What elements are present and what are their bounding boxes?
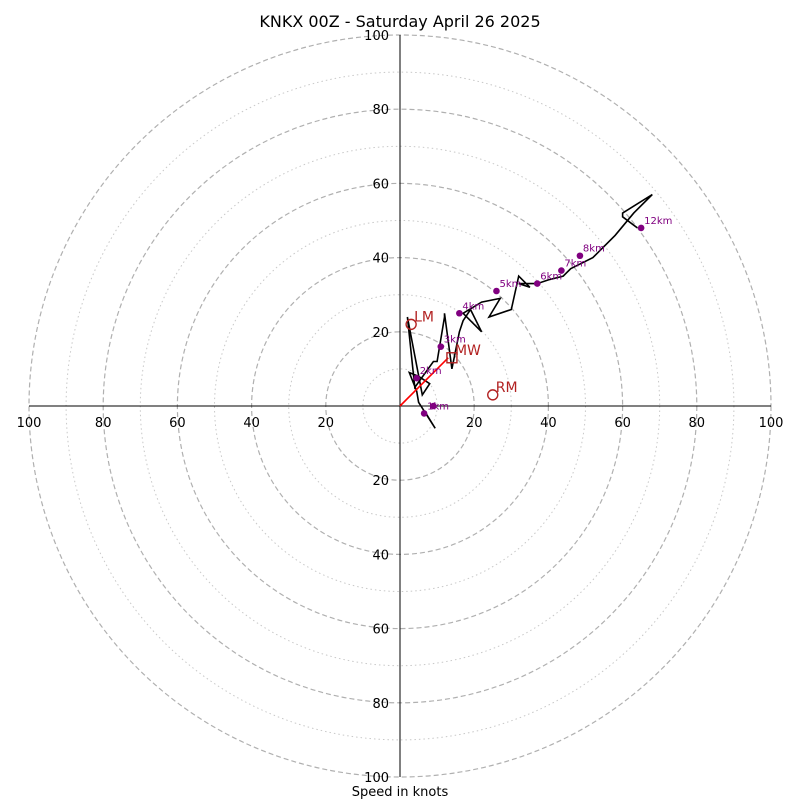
storm-marker-rm bbox=[487, 389, 499, 401]
height-marker-dot bbox=[576, 252, 584, 260]
storm-label-rm: RM bbox=[496, 380, 518, 396]
height-marker-label: 7km bbox=[564, 259, 586, 270]
y-tick-label: 80 bbox=[372, 103, 389, 118]
height-marker-dot bbox=[430, 402, 437, 410]
height-marker-label: 6km bbox=[540, 272, 562, 283]
y-tick-label: 60 bbox=[372, 177, 389, 192]
x-axis-label: Speed in knots bbox=[352, 785, 449, 800]
x-tick-label: 20 bbox=[318, 416, 335, 431]
shear-vector bbox=[399, 357, 449, 407]
y-tick-label: 60 bbox=[372, 623, 389, 638]
y-tick-label: 100 bbox=[364, 29, 389, 44]
x-tick-label: 40 bbox=[540, 416, 557, 431]
y-tick-label: 100 bbox=[364, 771, 389, 786]
height-marker-dot bbox=[637, 224, 645, 232]
x-tick-label: 40 bbox=[243, 416, 260, 431]
y-tick-label: 80 bbox=[372, 697, 389, 712]
height-marker-label: 2km bbox=[420, 366, 442, 377]
storm-motion-markers: LM MW RM bbox=[405, 309, 518, 401]
storm-label-lm: LM bbox=[414, 309, 434, 325]
x-tick-label: 60 bbox=[614, 416, 631, 431]
y-tick-label: 40 bbox=[372, 252, 389, 267]
x-tick-label: 100 bbox=[759, 416, 784, 431]
height-marker-dot bbox=[456, 309, 463, 317]
hodograph-trace bbox=[406, 193, 653, 429]
tick-labels: 100 80 60 40 20 20 40 60 80 100 100 80 60 40 20 20 40 60 8… bbox=[17, 29, 784, 786]
x-tick-label: 20 bbox=[466, 416, 483, 431]
height-marker-label: 12km bbox=[644, 216, 672, 227]
y-tick-label: 40 bbox=[372, 548, 389, 563]
height-marker-label: 4km bbox=[462, 301, 484, 312]
storm-marker-mw bbox=[446, 352, 458, 364]
hodograph-line-0 bbox=[406, 193, 653, 429]
height-marker-label: 5km bbox=[499, 279, 521, 290]
height-marker-label: 3km bbox=[444, 335, 466, 346]
height-marker-label: 1km bbox=[427, 401, 449, 412]
y-tick-label: 20 bbox=[372, 326, 389, 341]
height-marker-label: 8km bbox=[583, 244, 605, 255]
storm-label-mw: MW bbox=[455, 343, 481, 359]
shear-vector-line bbox=[399, 357, 449, 407]
x-tick-label: 80 bbox=[95, 416, 112, 431]
height-marker-dot bbox=[558, 267, 565, 274]
chart-title: KNKX 00Z - Saturday April 26 2025 bbox=[259, 12, 540, 31]
y-tick-label: 20 bbox=[372, 474, 389, 489]
height-marker-dot bbox=[493, 287, 500, 295]
height-marker-dot bbox=[413, 374, 420, 382]
height-marker-dot bbox=[533, 280, 541, 287]
x-tick-label: 80 bbox=[689, 416, 706, 431]
height-marker-dot bbox=[437, 343, 445, 350]
height-marker-dot bbox=[420, 410, 428, 417]
x-tick-label: 60 bbox=[169, 416, 186, 431]
x-tick-label: 100 bbox=[17, 416, 42, 431]
storm-marker-lm bbox=[405, 318, 417, 331]
